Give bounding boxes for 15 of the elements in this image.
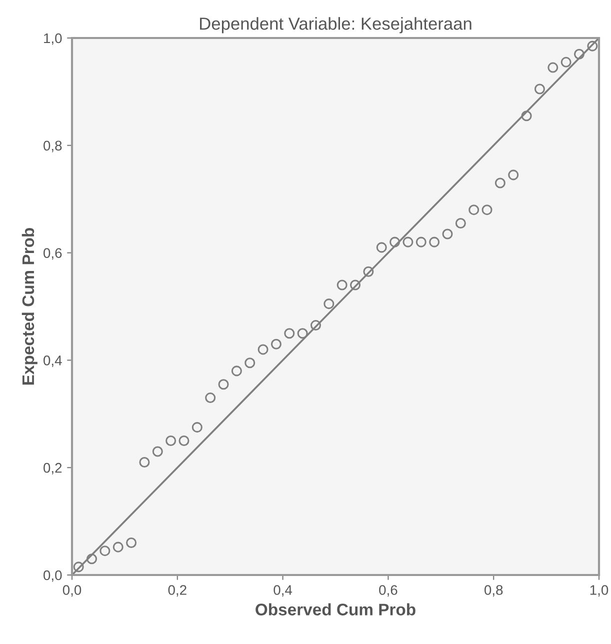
chart-title: Dependent Variable: Kesejahteraan [200,17,472,34]
x-axis-title: Observed Cum Prob [256,603,416,616]
y-axis-title: Expected Cum Prob [22,228,38,385]
x-tick-label: 0,2 [168,585,186,597]
y-tick-label: 1,0 [44,33,62,45]
x-tick-label: 0,4 [274,585,292,597]
y-tick-label: 0,2 [44,462,62,474]
x-tick-label: 0,8 [484,585,503,597]
x-tick-label: 1,0 [590,585,608,597]
y-tick-label: 0,8 [44,140,62,152]
y-tick-label: 0,6 [44,248,62,260]
x-tick-label: 0,0 [62,585,82,597]
x-tick-label: 0,6 [379,585,398,597]
y-tick-label: 0,0 [44,570,62,582]
y-tick-label: 0,4 [44,356,62,368]
